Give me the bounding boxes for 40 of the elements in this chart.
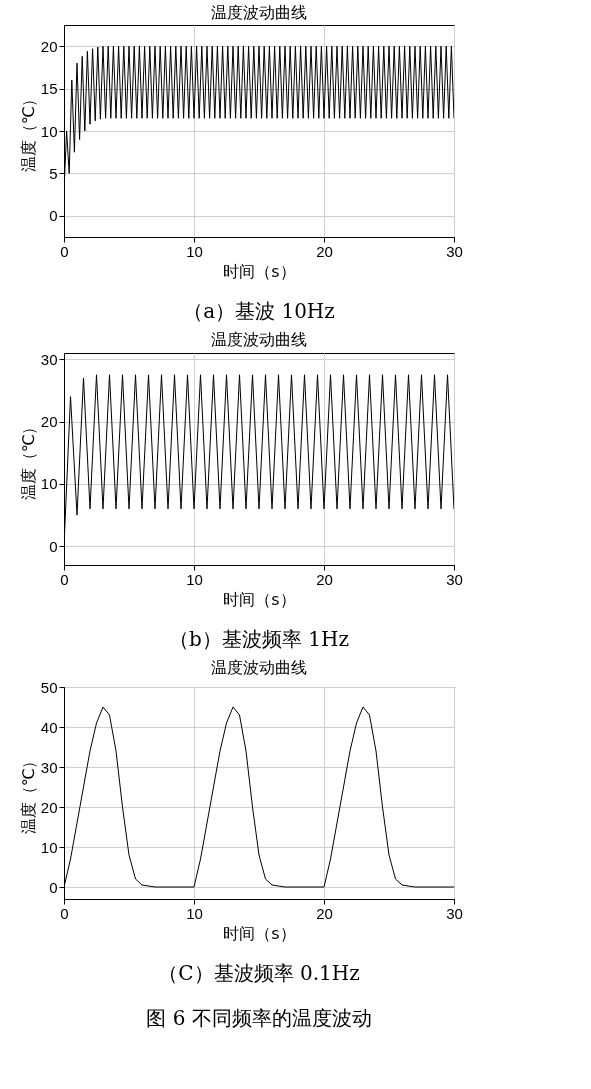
x-tick-label: 0 xyxy=(60,904,69,922)
x-tick-label: 30 xyxy=(446,242,463,260)
chart-title: 温度波动曲线 xyxy=(211,330,307,350)
y-tick-label: 0 xyxy=(49,878,58,896)
y-tick-label: 10 xyxy=(40,122,58,140)
x-tick-label: 20 xyxy=(316,904,333,922)
y-tick-label: 30 xyxy=(40,758,58,776)
y-tick-label: 20 xyxy=(40,37,58,55)
x-axis-title: 时间（s） xyxy=(223,923,296,943)
y-tick-label: 15 xyxy=(40,80,58,98)
y-tick-label: 5 xyxy=(49,164,58,182)
x-tick-label: 30 xyxy=(446,570,463,588)
x-tick-label: 20 xyxy=(316,242,333,260)
y-tick-label: 10 xyxy=(40,838,58,856)
chart-title: 温度波动曲线 xyxy=(211,658,307,677)
y-tick-label: 0 xyxy=(49,207,58,225)
x-tick-label: 20 xyxy=(316,570,333,588)
y-axis-title: 温度（℃） xyxy=(18,752,38,835)
y-tick-label: 20 xyxy=(40,798,58,816)
y-tick-label: 10 xyxy=(40,475,58,493)
y-tick-label: 20 xyxy=(40,413,58,431)
y-tick-label: 30 xyxy=(40,350,58,368)
text: （b）基波频率 1Hz xyxy=(169,627,349,651)
y-tick-label: 40 xyxy=(40,718,58,736)
x-axis-title: 时间（s） xyxy=(223,589,296,609)
text: （a）基波 10Hz xyxy=(183,299,335,323)
y-tick-label: 50 xyxy=(40,678,58,696)
x-tick-label: 0 xyxy=(60,570,69,588)
caption: 图 6 不同频率的温度波动 xyxy=(146,1006,372,1030)
x-tick-label: 30 xyxy=(446,904,463,922)
x-axis-title: 时间（s） xyxy=(223,261,296,281)
x-tick-label: 10 xyxy=(186,242,203,260)
x-tick-label: 10 xyxy=(186,570,203,588)
text: （C）基波频率 0.1Hz xyxy=(158,961,360,985)
y-axis-title: 温度（℃） xyxy=(18,90,38,173)
x-tick-label: 10 xyxy=(186,904,203,922)
y-axis-title: 温度（℃） xyxy=(18,418,38,501)
y-tick-label: 0 xyxy=(49,537,58,555)
chart-title: 温度波动曲线 xyxy=(211,3,307,22)
x-tick-label: 0 xyxy=(60,242,69,260)
